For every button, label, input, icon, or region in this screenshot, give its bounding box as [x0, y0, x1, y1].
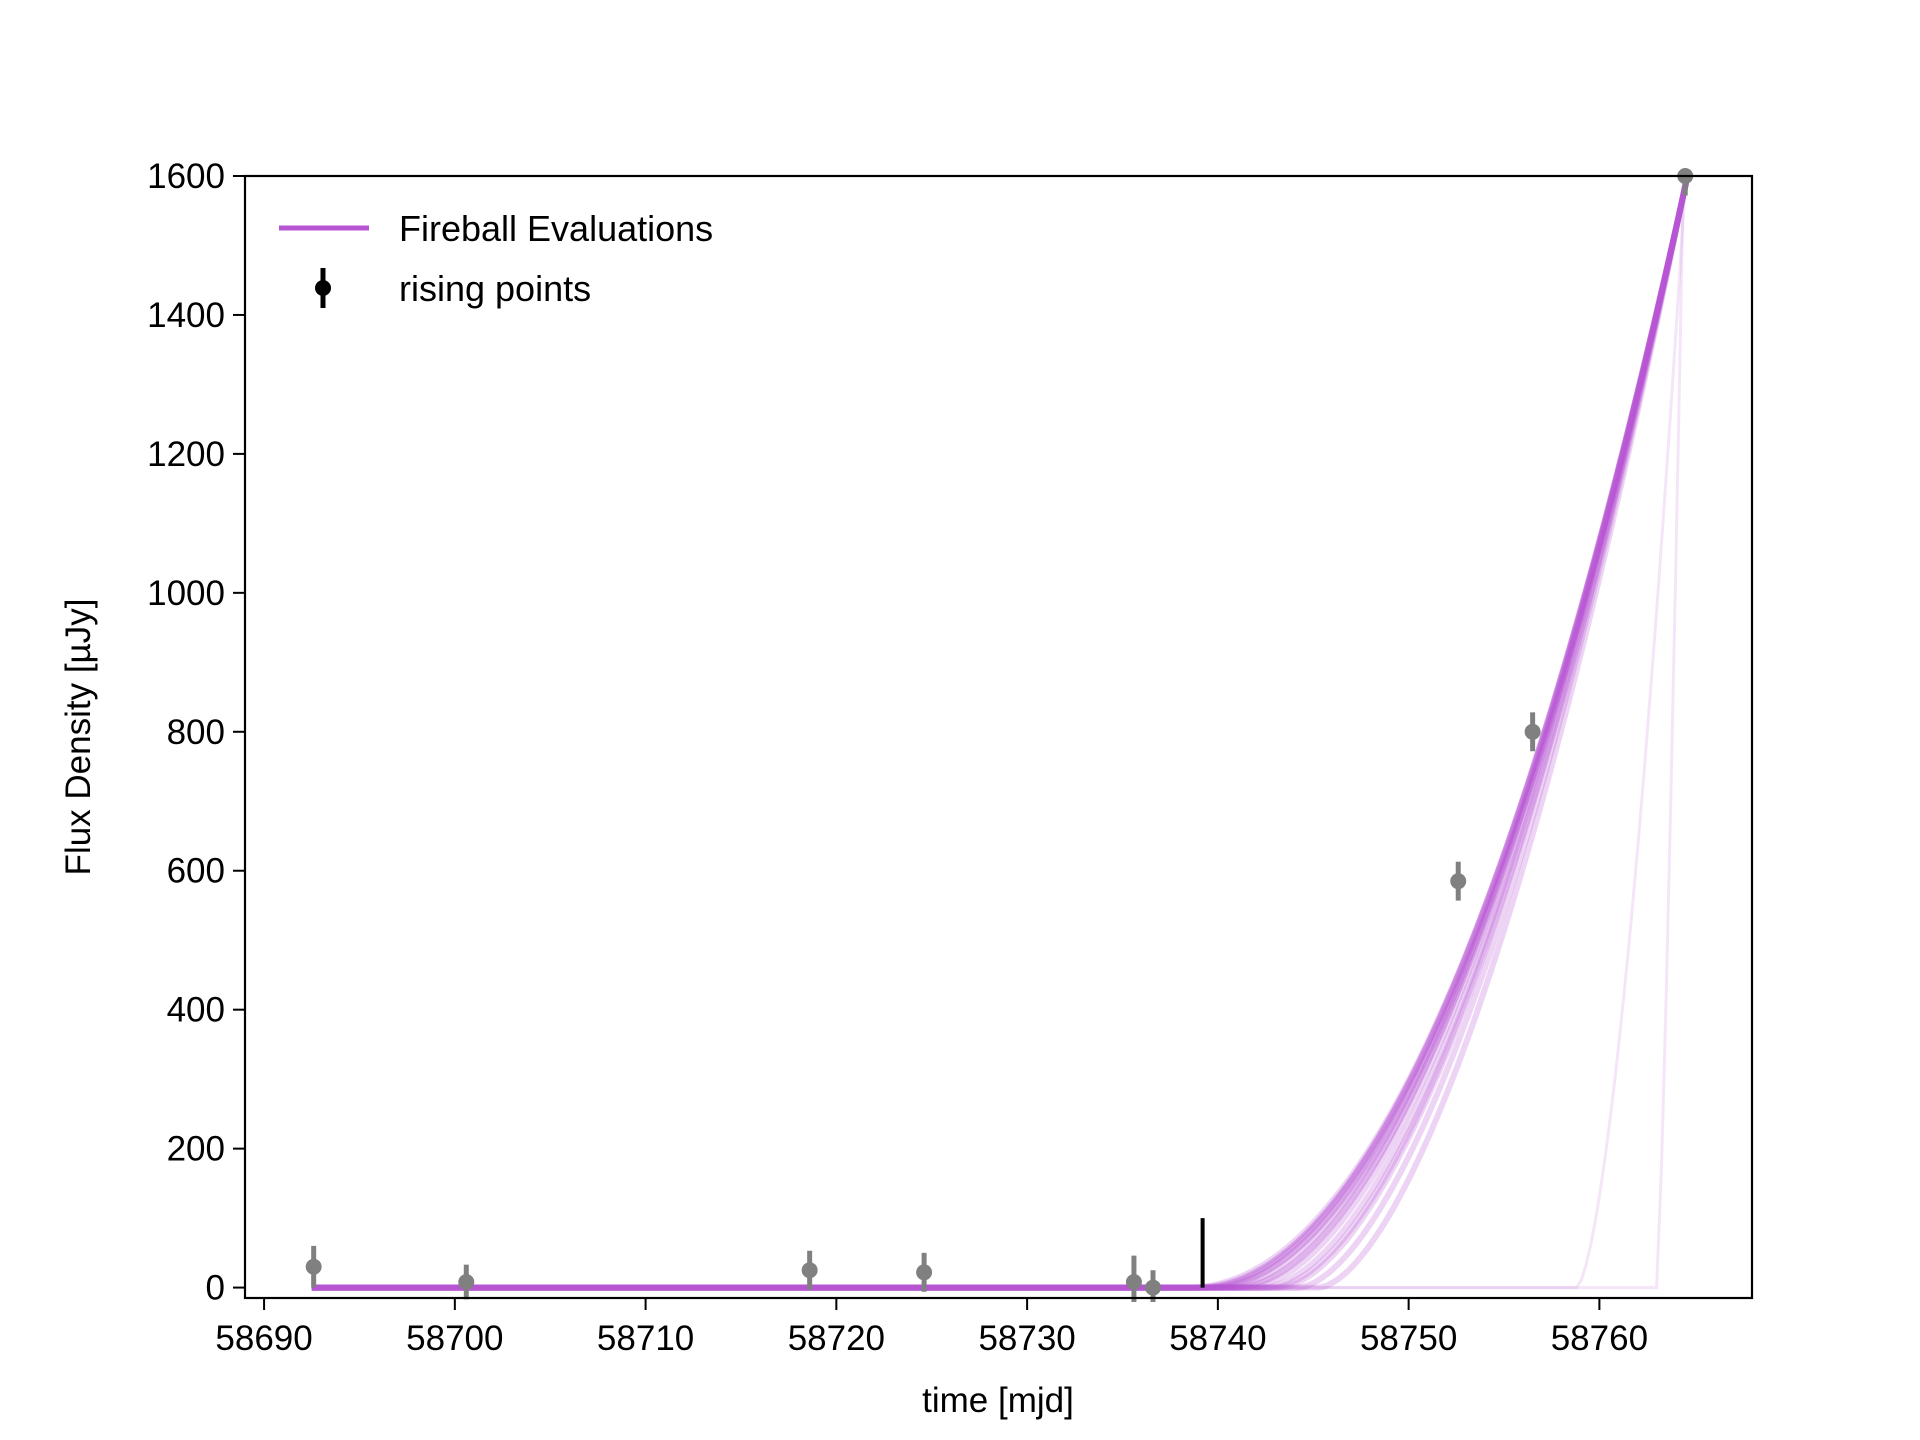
- x-tick-label: 58750: [1360, 1319, 1457, 1358]
- data-point: [305, 1245, 322, 1288]
- x-tick-label: 58710: [597, 1319, 694, 1358]
- fireball-curve: [311, 176, 1691, 1291]
- y-axis-label: Flux Density [µJy]: [59, 599, 98, 876]
- fireball-curve: [311, 176, 1691, 1291]
- fireball-curve: [311, 176, 1691, 1291]
- point-marker: [1450, 873, 1467, 890]
- point-marker: [1145, 1279, 1162, 1296]
- fireball-curve: [311, 176, 1691, 1291]
- fireball-curve: [311, 176, 1691, 1291]
- data-point: [458, 1264, 475, 1300]
- x-axis-label: time [mjd]: [922, 1381, 1074, 1420]
- x-tick-label: 58760: [1551, 1319, 1648, 1358]
- point-marker: [458, 1274, 475, 1291]
- fireball-curve: [311, 176, 1691, 1291]
- y-tick-label: 1600: [147, 157, 225, 196]
- fireball-curve: [311, 176, 1691, 1291]
- y-axis: 0 200 400 600 800 1000 1200 1400 1600: [147, 157, 245, 1308]
- data-point: [1677, 168, 1694, 196]
- x-tick-label: 58700: [406, 1319, 503, 1358]
- y-tick-label: 800: [167, 713, 225, 752]
- y-tick-label: 200: [167, 1130, 225, 1169]
- data-points: [305, 168, 1694, 1302]
- fireball-curve: [311, 176, 1691, 1291]
- plot-marks: [311, 176, 1691, 1291]
- point-marker: [1524, 723, 1541, 740]
- y-tick-label: 600: [167, 852, 225, 891]
- legend: Fireball Evaluations rising points: [279, 208, 713, 309]
- y-tick-label: 400: [167, 991, 225, 1030]
- data-point: [916, 1252, 933, 1292]
- x-tick-label: 58730: [978, 1319, 1075, 1358]
- x-tick-label: 58720: [788, 1319, 885, 1358]
- legend-label-fireball: Fireball Evaluations: [399, 208, 713, 249]
- y-tick-label: 0: [206, 1269, 225, 1308]
- point-marker: [1125, 1274, 1142, 1291]
- x-tick-label: 58690: [215, 1319, 312, 1358]
- y-tick-label: 1000: [147, 574, 225, 613]
- fireball-curve: [311, 176, 1691, 1291]
- data-point: [1125, 1255, 1142, 1302]
- fireball-curve: [311, 176, 1691, 1291]
- fireball-curve: [311, 176, 1691, 1291]
- data-point: [801, 1250, 818, 1290]
- fireball-curve: [311, 176, 1691, 1291]
- data-point: [1524, 712, 1541, 752]
- fireball-curve: [311, 176, 1691, 1291]
- y-tick-label: 1400: [147, 296, 225, 335]
- point-marker: [916, 1264, 933, 1281]
- fireball-curve: [311, 176, 1691, 1291]
- x-tick-label: 58740: [1169, 1319, 1266, 1358]
- fireball-curve: [311, 176, 1691, 1291]
- y-tick-label: 1200: [147, 435, 225, 474]
- fireball-outlier-curve: [311, 176, 1688, 1290]
- x-axis: 58690 58700 58710 58720 58730 58740 58750 58760: [215, 1298, 1648, 1358]
- data-point: [1450, 861, 1467, 901]
- plot-frame: [243, 174, 1754, 1300]
- legend-label-rising: rising points: [399, 268, 591, 309]
- data-point: [1145, 1270, 1162, 1302]
- fireball-outlier-curve: [311, 176, 1685, 1290]
- legend-point-swatch: [315, 280, 331, 296]
- point-marker: [305, 1258, 322, 1275]
- point-marker: [801, 1262, 818, 1279]
